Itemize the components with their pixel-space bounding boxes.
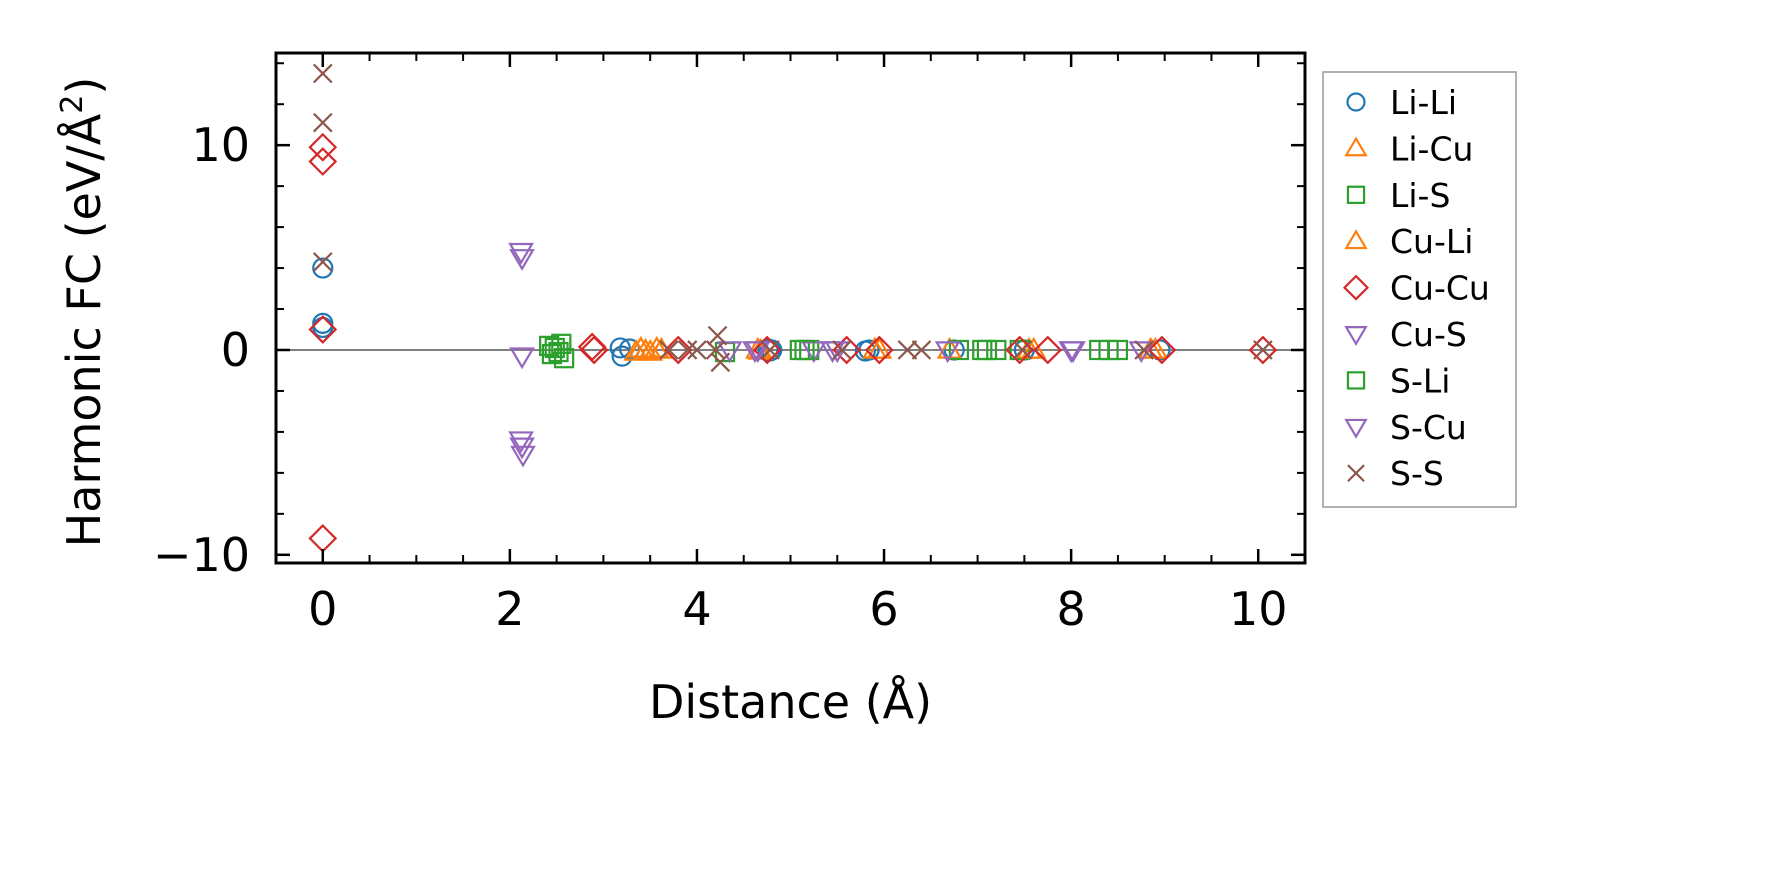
x-tick-label: 0: [308, 582, 337, 636]
point-cu-cu: [864, 335, 894, 365]
legend-label-cu-s: Cu-S: [1390, 315, 1467, 354]
point-cu-cu: [663, 335, 693, 365]
point-cu-s: [509, 347, 535, 370]
point-cu-cu: [308, 147, 338, 176]
point-cu-li: [632, 337, 659, 360]
legend-label-cu-li: Cu-Li: [1390, 222, 1473, 261]
legend-label-s-cu: S-Cu: [1390, 408, 1467, 447]
point-s-li: [976, 339, 998, 361]
point-s-li: [1098, 339, 1119, 361]
x-tick-label: 4: [682, 582, 711, 636]
legend-marker-s-li: [1346, 371, 1366, 390]
point-s-s: [710, 352, 731, 373]
y-axis-title: Harmonic FC (eV/Å2): [55, 77, 111, 548]
point-cu-s: [934, 341, 961, 364]
point-s-li: [544, 337, 565, 359]
point-s-s: [312, 63, 333, 84]
point-s-s: [312, 252, 333, 272]
point-s-s: [832, 340, 852, 360]
point-s-s: [707, 325, 728, 346]
point-s-li: [794, 339, 815, 361]
legend-label-li-cu: Li-Cu: [1390, 129, 1473, 168]
point-cu-cu: [1033, 335, 1063, 365]
point-s-cu: [1060, 341, 1086, 364]
y-axis-title-superscript: 2: [55, 95, 90, 114]
point-s-s: [677, 340, 698, 360]
legend-marker-cu-s: [1344, 326, 1368, 346]
point-cu-cu: [308, 524, 338, 553]
x-tick-label: 6: [869, 582, 898, 636]
point-li-s: [948, 339, 970, 361]
point-s-s: [911, 340, 932, 360]
point-cu-s: [508, 242, 534, 265]
point-li-s: [1009, 339, 1030, 361]
legend-marker-s-cu: [1344, 418, 1368, 439]
x-tick-label: 10: [1229, 582, 1288, 636]
legend-marker-s-s: [1347, 464, 1365, 483]
plot-frame: [274, 51, 1307, 565]
legend-label-li-li: Li-Li: [1390, 83, 1457, 122]
x-tick-label: 2: [495, 582, 524, 636]
point-cu-cu: [579, 335, 609, 365]
point-s-s: [1134, 340, 1154, 360]
y-tick-label: −10: [153, 528, 250, 582]
point-cu-li: [1020, 336, 1047, 359]
point-li-li: [312, 257, 334, 279]
y-axis-title-main: Harmonic FC (eV/Å: [57, 113, 111, 547]
legend-marker-li-s: [1346, 185, 1366, 204]
point-li-li: [312, 316, 334, 339]
legend-marker-cu-cu: [1342, 274, 1370, 301]
legend-label-cu-cu: Cu-Cu: [1390, 269, 1490, 308]
point-s-s: [1253, 340, 1273, 360]
legend-marker-cu-li: [1344, 229, 1368, 250]
point-s-s: [1012, 340, 1033, 360]
point-cu-s: [508, 431, 534, 454]
point-cu-cu: [1147, 335, 1177, 365]
x-axis-title: Distance (Å): [649, 675, 932, 729]
point-s-s: [687, 340, 707, 360]
legend-marker-li-cu: [1344, 136, 1368, 157]
point-s-cu: [742, 341, 768, 364]
point-s-s: [659, 340, 679, 360]
y-axis-title-close: ): [57, 77, 111, 95]
point-cu-cu: [308, 315, 338, 344]
point-s-cu: [510, 445, 536, 468]
legend-marker-li-li: [1346, 92, 1366, 112]
y-tick-label: 10: [191, 118, 250, 172]
point-s-s: [897, 340, 918, 360]
x-tick-label: 8: [1056, 582, 1085, 636]
point-li-li: [609, 337, 631, 359]
legend-label-s-li: S-Li: [1390, 361, 1450, 400]
point-cu-cu: [1248, 335, 1278, 365]
point-s-cu: [819, 341, 846, 364]
point-s-s: [312, 112, 333, 133]
point-cu-s: [716, 341, 743, 364]
point-s-s: [760, 340, 780, 360]
legend-label-li-s: Li-S: [1390, 176, 1450, 215]
point-cu-cu: [308, 132, 338, 162]
legend-label-s-s: S-S: [1390, 454, 1444, 493]
point-cu-s: [509, 249, 535, 271]
point-s-li: [548, 341, 569, 363]
y-tick-label: 0: [221, 323, 250, 377]
